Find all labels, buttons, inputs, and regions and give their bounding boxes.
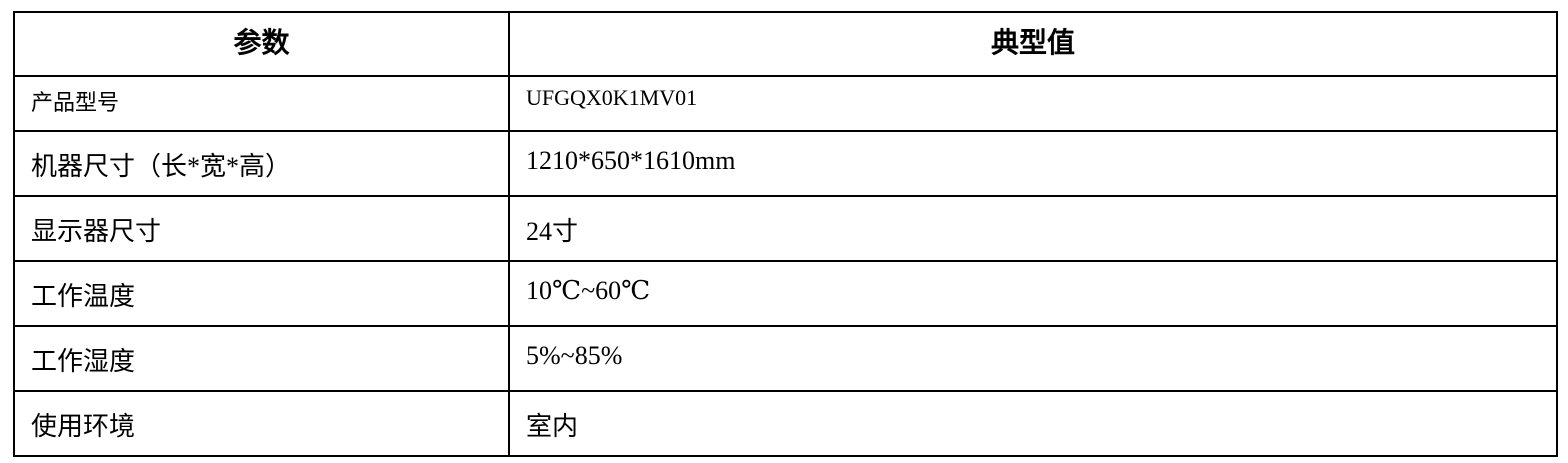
value-cell: 1210*650*1610mm [508, 130, 1558, 197]
value-cell: UFGQX0K1MV01 [508, 75, 1558, 132]
param-cell: 工作湿度 [13, 325, 510, 392]
param-cell: 产品型号 [13, 75, 510, 132]
table-row: 产品型号 UFGQX0K1MV01 [13, 75, 1558, 132]
table-row: 使用环境 室内 [13, 390, 1558, 457]
table-row: 显示器尺寸 24寸 [13, 195, 1558, 262]
value-cell: 室内 [508, 390, 1558, 457]
header-value: 典型值 [508, 11, 1558, 77]
param-cell: 机器尺寸（长*宽*高） [13, 130, 510, 197]
table-row: 机器尺寸（长*宽*高） 1210*650*1610mm [13, 130, 1558, 197]
param-cell: 工作温度 [13, 260, 510, 327]
param-cell: 显示器尺寸 [13, 195, 510, 262]
value-cell: 24寸 [508, 195, 1558, 262]
param-cell: 使用环境 [13, 390, 510, 457]
value-cell: 10℃~60℃ [508, 260, 1558, 327]
spec-table: 参数 典型值 产品型号 UFGQX0K1MV01 机器尺寸（长*宽*高） 121… [13, 11, 1558, 457]
table-row: 工作湿度 5%~85% [13, 325, 1558, 392]
table-row: 工作温度 10℃~60℃ [13, 260, 1558, 327]
header-param: 参数 [13, 11, 510, 77]
header-row: 参数 典型值 [13, 11, 1558, 77]
value-cell: 5%~85% [508, 325, 1558, 392]
